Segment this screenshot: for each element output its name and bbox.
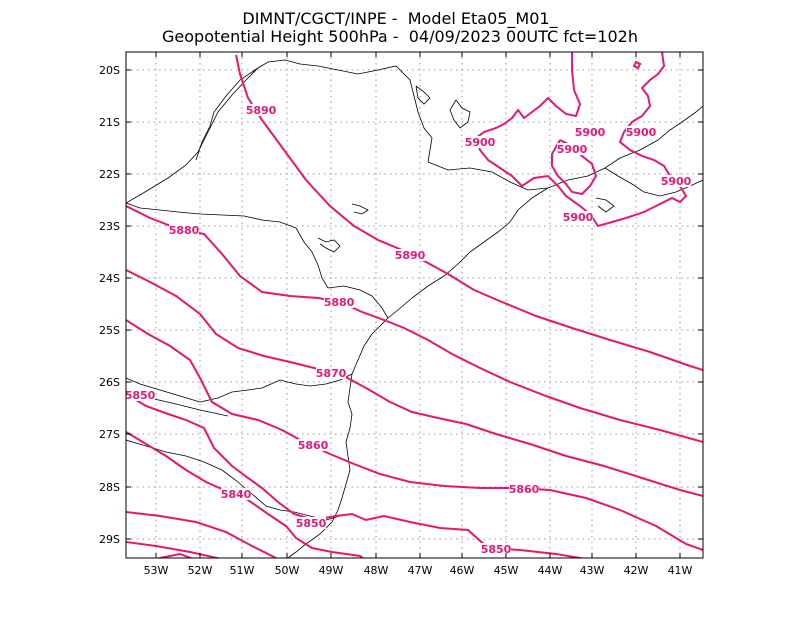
border-sp-mg <box>195 67 259 161</box>
contour-5870 <box>126 269 703 497</box>
contour-5820 <box>126 541 222 558</box>
contour-5900-east <box>474 52 688 228</box>
lat-tick-label: 21S <box>99 116 120 129</box>
lon-tick-label: 46W <box>450 564 475 577</box>
contour-5890 <box>235 54 703 371</box>
chart-title-line-1: DIMNT/CGCT/INPE - Model Eta05_M01_ <box>242 9 558 28</box>
lat-tick-label: 24S <box>99 272 120 285</box>
contour-label: 5900 <box>661 175 692 188</box>
contour-5810 <box>157 552 194 558</box>
contour-label-bg <box>509 483 539 495</box>
contour-label-bg <box>246 104 276 116</box>
contour-label: 5900 <box>626 126 657 139</box>
chart-title-line-2: Geopotential Height 500hPa - 04/09/2023 … <box>162 27 638 46</box>
contour-label: 5860 <box>298 439 329 452</box>
contour-label-bg <box>661 175 691 187</box>
lat-tick-label: 22S <box>99 168 120 181</box>
lon-tick-label: 52W <box>188 564 213 577</box>
contour-label-bg <box>169 224 199 236</box>
lon-tick-label: 45W <box>494 564 519 577</box>
lat-tick-label: 29S <box>99 533 120 546</box>
contour-label-bg <box>465 136 495 148</box>
contour-label: 5850 <box>125 389 156 402</box>
contour-label-bg <box>125 389 155 401</box>
lon-tick-label: 41W <box>668 564 693 577</box>
lat-tick-label: 23S <box>99 220 120 233</box>
contour-label: 5880 <box>169 224 200 237</box>
lon-tick-label: 42W <box>624 564 649 577</box>
plot-frame <box>125 51 704 559</box>
coast-island-3 <box>595 197 615 213</box>
contour-label: 5860 <box>509 483 540 496</box>
graticule <box>126 52 703 558</box>
contour-label-bg <box>221 488 251 500</box>
border-sp-west <box>126 59 433 204</box>
lat-tick-label: 20S <box>99 64 120 77</box>
contour-label: 5880 <box>324 296 355 309</box>
coast-bay-2 <box>415 85 431 105</box>
contour-label-bg <box>563 211 593 223</box>
border-pr-sc <box>126 373 353 403</box>
coast-bay <box>449 99 471 129</box>
contour-label-bg <box>298 439 328 451</box>
contour-label-bg <box>296 517 326 529</box>
lat-tick-label: 26S <box>99 376 120 389</box>
contour-label-bg <box>575 126 605 138</box>
contour-labels: 5890 5890 5880 5880 5870 5860 5860 5850 5850 5850… <box>125 104 692 556</box>
contour-label-bg <box>481 543 511 555</box>
contour-label: 5890 <box>395 249 426 262</box>
lon-tick-label: 43W <box>580 564 605 577</box>
contour-label-bg <box>316 367 346 379</box>
contour-label-bg <box>626 126 656 138</box>
contour-label: 5850 <box>296 517 327 530</box>
lon-tick-label: 47W <box>408 564 433 577</box>
height-contours <box>126 52 703 558</box>
contour-5840 <box>126 431 365 558</box>
contour-label-bg <box>395 249 425 261</box>
contour-label: 5900 <box>563 211 594 224</box>
lon-tick-label: 48W <box>364 564 389 577</box>
contour-5850 <box>126 393 587 558</box>
contour-5900-dot <box>632 60 642 70</box>
contour-label-bg <box>557 143 587 155</box>
contour-label: 5840 <box>221 488 252 501</box>
coast-sp-south <box>371 187 549 335</box>
contour-label: 5890 <box>246 104 277 117</box>
contour-label: 5900 <box>465 136 496 149</box>
border-pr-north <box>126 202 389 319</box>
coast-sp <box>427 105 703 191</box>
lon-tick-label: 51W <box>230 564 255 577</box>
contour-label: 5900 <box>575 126 606 139</box>
contour-5830 <box>126 511 278 558</box>
contour-label: 5850 <box>481 543 512 556</box>
contour-label-bg <box>324 296 354 308</box>
lat-tick-label: 28S <box>99 481 120 494</box>
coast-island-2 <box>351 203 369 215</box>
lon-tick-label: 50W <box>275 564 300 577</box>
contour-label: 5900 <box>557 143 588 156</box>
contour-5860 <box>126 319 703 551</box>
contour-label: 5870 <box>316 367 347 380</box>
coast-island-1 <box>317 237 341 253</box>
contour-5880 <box>126 205 703 443</box>
lon-tick-label: 53W <box>144 564 169 577</box>
contour-5900-inner <box>551 139 598 196</box>
lat-tick-label: 25S <box>99 324 120 337</box>
lon-tick-label: 49W <box>319 564 344 577</box>
axis-ticks: 20S 21S 22S 23S 24S 25S 26S 27S 28S 29S 53W 52W 51W 5… <box>99 52 703 577</box>
lon-tick-label: 44W <box>538 564 563 577</box>
lat-tick-label: 27S <box>99 428 120 441</box>
